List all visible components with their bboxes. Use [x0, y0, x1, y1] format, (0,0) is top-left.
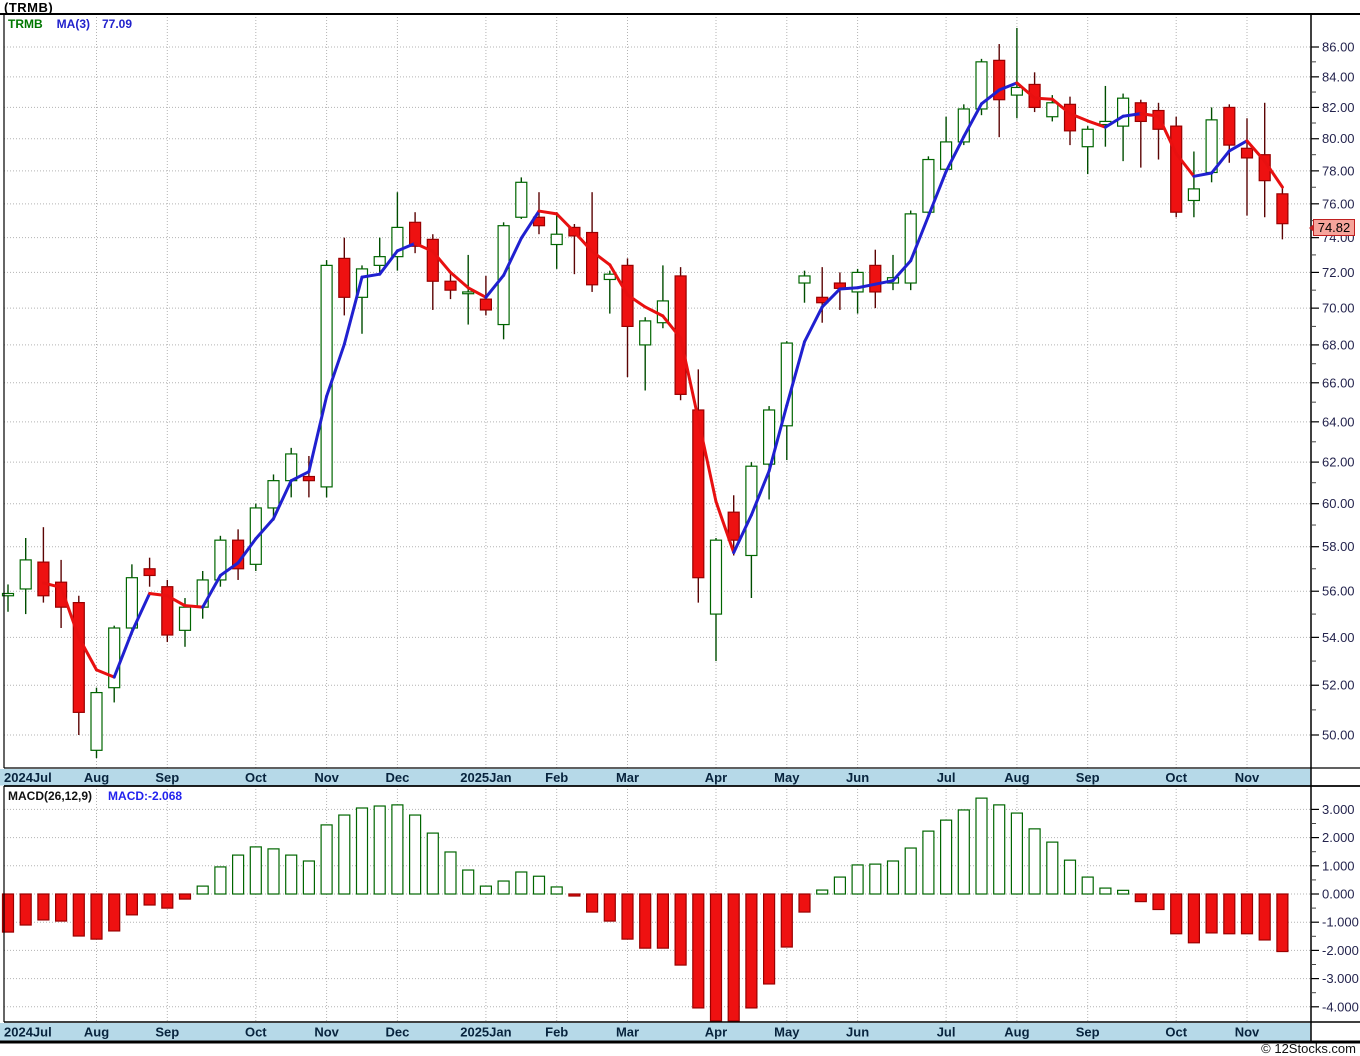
svg-text:May: May — [774, 1025, 800, 1040]
svg-text:2025Jan: 2025Jan — [460, 770, 511, 785]
svg-text:Aug: Aug — [84, 770, 109, 785]
svg-text:Jul: Jul — [937, 1025, 956, 1040]
last-price-badge: 74.82 — [1309, 219, 1355, 236]
svg-text:Oct: Oct — [1165, 1025, 1187, 1040]
svg-text:70.00: 70.00 — [1322, 301, 1355, 316]
svg-text:-4.000: -4.000 — [1322, 999, 1359, 1014]
svg-text:Aug: Aug — [84, 1025, 109, 1040]
ticker-symbol-label: TRMB — [8, 17, 43, 31]
svg-text:Nov: Nov — [314, 1025, 339, 1040]
page-title: (TRMB) — [4, 0, 54, 15]
svg-text:-1.000: -1.000 — [1322, 915, 1359, 930]
ma-period-label: MA(3) — [56, 17, 90, 31]
macd-params-label: MACD(26,12,9) — [8, 789, 93, 803]
svg-text:Nov: Nov — [314, 770, 339, 785]
svg-text:64.00: 64.00 — [1322, 414, 1355, 429]
svg-text:0.000: 0.000 — [1322, 887, 1355, 902]
svg-text:Dec: Dec — [385, 1025, 409, 1040]
svg-text:56.00: 56.00 — [1322, 584, 1355, 599]
svg-text:78.00: 78.00 — [1322, 163, 1355, 178]
svg-text:Jun: Jun — [846, 1025, 869, 1040]
svg-text:Feb: Feb — [545, 1025, 568, 1040]
svg-text:Aug: Aug — [1004, 770, 1029, 785]
svg-text:82.00: 82.00 — [1322, 100, 1355, 115]
svg-text:2024Jul: 2024Jul — [4, 770, 52, 785]
svg-text:Oct: Oct — [245, 770, 267, 785]
svg-text:Nov: Nov — [1235, 770, 1260, 785]
svg-text:72.00: 72.00 — [1322, 265, 1355, 280]
svg-text:3.000: 3.000 — [1322, 802, 1355, 817]
svg-text:Sep: Sep — [155, 770, 179, 785]
svg-text:Jul: Jul — [937, 770, 956, 785]
svg-text:Dec: Dec — [385, 770, 409, 785]
svg-text:66.00: 66.00 — [1322, 375, 1355, 390]
svg-text:58.00: 58.00 — [1322, 539, 1355, 554]
svg-text:Mar: Mar — [616, 1025, 639, 1040]
macd-legend: MACD(26,12,9) MACD:-2.068 — [8, 789, 182, 803]
copyright-watermark: © 12Stocks.com — [1261, 1041, 1356, 1056]
svg-text:Oct: Oct — [1165, 770, 1187, 785]
svg-text:60.00: 60.00 — [1322, 496, 1355, 511]
svg-text:Sep: Sep — [155, 1025, 179, 1040]
svg-text:62.00: 62.00 — [1322, 455, 1355, 470]
svg-text:2025Jan: 2025Jan — [460, 1025, 511, 1040]
svg-text:2024Jul: 2024Jul — [4, 1025, 52, 1040]
svg-text:52.00: 52.00 — [1322, 678, 1355, 693]
svg-text:76.00: 76.00 — [1322, 196, 1355, 211]
svg-text:Feb: Feb — [545, 770, 568, 785]
svg-text:50.00: 50.00 — [1322, 727, 1355, 742]
price-legend: TRMB MA(3) 77.09 — [8, 17, 132, 31]
ma-value-label: 77.09 — [102, 17, 133, 31]
svg-text:-2.000: -2.000 — [1322, 943, 1359, 958]
svg-text:84.00: 84.00 — [1322, 69, 1355, 84]
macd-value-label: MACD:-2.068 — [108, 789, 183, 803]
svg-text:Jun: Jun — [846, 770, 869, 785]
svg-text:Apr: Apr — [705, 770, 727, 785]
svg-text:Nov: Nov — [1235, 1025, 1260, 1040]
svg-text:86.00: 86.00 — [1322, 40, 1355, 55]
svg-text:Apr: Apr — [705, 1025, 727, 1040]
svg-text:Oct: Oct — [245, 1025, 267, 1040]
svg-text:68.00: 68.00 — [1322, 337, 1355, 352]
svg-text:54.00: 54.00 — [1322, 630, 1355, 645]
svg-text:Aug: Aug — [1004, 1025, 1029, 1040]
svg-text:Sep: Sep — [1076, 770, 1100, 785]
svg-text:-3.000: -3.000 — [1322, 971, 1359, 986]
svg-text:80.00: 80.00 — [1322, 131, 1355, 146]
svg-text:2.000: 2.000 — [1322, 830, 1355, 845]
svg-text:May: May — [774, 770, 800, 785]
svg-text:Mar: Mar — [616, 770, 639, 785]
svg-text:Sep: Sep — [1076, 1025, 1100, 1040]
svg-text:1.000: 1.000 — [1322, 858, 1355, 873]
